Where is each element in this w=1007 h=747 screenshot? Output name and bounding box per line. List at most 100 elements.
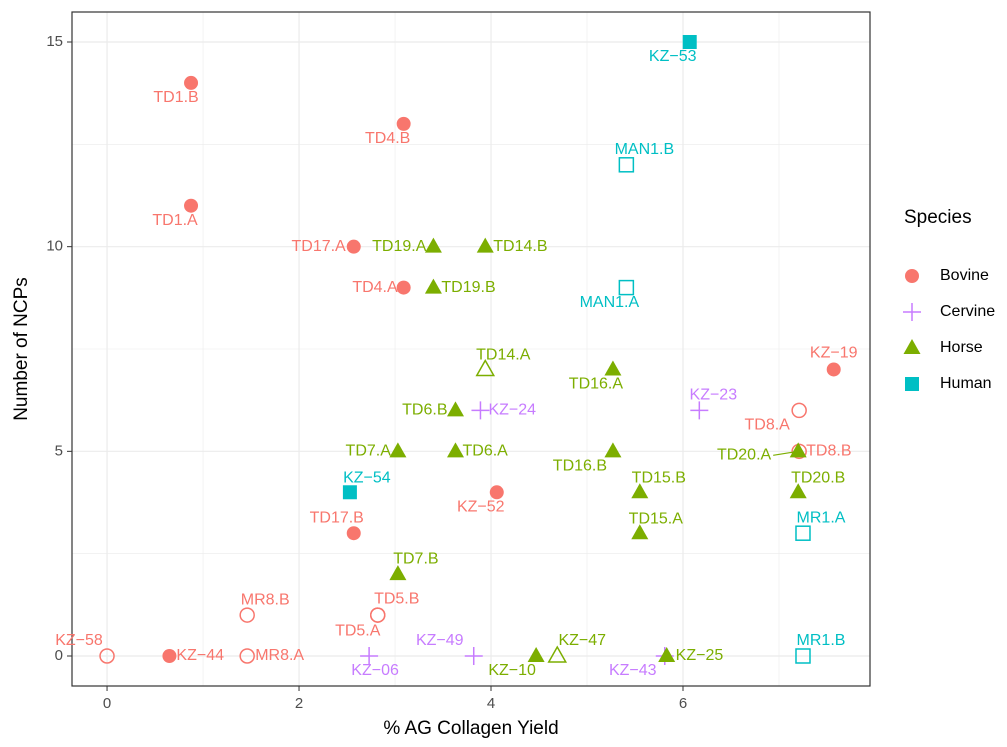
y-tick-label: 5 (55, 442, 63, 459)
point-label: KZ−23 (690, 387, 738, 404)
point-label: KZ−58 (55, 632, 103, 649)
point-label: TD19.A (372, 238, 427, 255)
point-label: MR1.A (797, 509, 846, 526)
point-label: TD7.B (393, 550, 438, 567)
point (489, 485, 504, 500)
point-label: TD7.A (346, 443, 392, 460)
legend-key (903, 339, 921, 354)
y-tick-label: 0 (55, 647, 63, 664)
point (346, 239, 361, 254)
point-label: TD19.B (441, 279, 495, 296)
point-label: KZ−47 (558, 632, 606, 649)
point (795, 648, 811, 664)
point (389, 442, 407, 458)
point-label: TD1.B (153, 89, 198, 106)
point (476, 237, 494, 253)
point-label: KZ−52 (457, 498, 505, 515)
point (360, 646, 379, 665)
point-label: TD15.B (632, 469, 686, 486)
point-label: TD20.B (791, 469, 845, 486)
point (618, 279, 635, 296)
point-label: KZ−43 (609, 662, 657, 679)
point (396, 116, 411, 131)
point-label: TD14.A (476, 347, 531, 364)
point-label: TD4.A (352, 279, 398, 296)
point (464, 646, 483, 665)
point-label: MAN1.B (615, 141, 675, 158)
point (446, 442, 464, 458)
point (604, 442, 622, 458)
point-label: KZ−10 (488, 662, 536, 679)
x-tick-label: 0 (103, 695, 111, 712)
point (690, 401, 709, 420)
y-axis-title: Number of NCPs (11, 277, 32, 421)
point-label: TD20.A (717, 447, 772, 464)
point (99, 648, 115, 664)
legend-key (905, 377, 919, 391)
point-label: TD1.A (152, 212, 198, 229)
point-label: KZ−25 (676, 647, 724, 664)
legend-key (903, 303, 921, 321)
point (795, 525, 811, 541)
point-label: MR8.B (241, 591, 290, 608)
point-label: TD16.A (569, 376, 624, 393)
point-label: TD4.B (365, 130, 410, 147)
point-label: KZ−06 (351, 662, 399, 679)
point-label: TD16.B (553, 458, 607, 475)
point-label: TD14.B (493, 238, 547, 255)
point (389, 565, 407, 581)
panel-border (71, 11, 871, 687)
x-tick-label: 2 (295, 695, 303, 712)
point (446, 401, 464, 417)
point (369, 607, 386, 623)
point-label: MAN1.A (580, 294, 640, 311)
x-tick-label: 6 (679, 695, 687, 712)
point (547, 645, 568, 663)
point-label: KZ−19 (810, 345, 858, 362)
point (424, 237, 442, 253)
point (346, 526, 361, 541)
legend-key (905, 269, 919, 283)
point (184, 198, 199, 213)
point-label: TD5.B (374, 590, 419, 607)
legend-title: Species (904, 207, 972, 228)
y-tick-label: 10 (46, 238, 63, 255)
y-tick-label: 15 (46, 33, 63, 50)
legend-label: Bovine (940, 267, 989, 284)
legend-label: Human (940, 375, 992, 392)
point (618, 157, 635, 173)
point (826, 362, 841, 377)
point-label: KZ−54 (343, 469, 391, 486)
point-label: TD5.A (335, 622, 381, 639)
x-axis-title: % AG Collagen Yield (383, 718, 558, 739)
point (682, 35, 697, 50)
point-label: TD8.A (744, 417, 790, 434)
point-label: TD6.A (462, 443, 508, 460)
point-label: MR8.A (255, 647, 304, 664)
point (631, 483, 649, 499)
point-label: KZ−24 (488, 402, 536, 419)
point (424, 278, 442, 294)
point (658, 646, 676, 662)
point (475, 358, 496, 377)
point (631, 524, 649, 540)
point-label: TD8.B (806, 443, 851, 460)
point-label: KZ−44 (176, 647, 224, 664)
point-label: TD17.B (310, 509, 364, 526)
point (789, 442, 807, 458)
x-tick-label: 4 (487, 695, 495, 712)
point (342, 485, 357, 500)
point-label: TD15.A (629, 510, 684, 527)
point (239, 648, 255, 664)
point (162, 648, 177, 663)
point-label: TD17.A (291, 238, 346, 255)
legend-label: Cervine (940, 303, 995, 320)
point (471, 401, 490, 420)
point (527, 646, 545, 662)
point-label: KZ−53 (649, 48, 697, 65)
point (604, 360, 622, 376)
point-label: MR1.B (797, 632, 846, 649)
grid (72, 12, 870, 686)
point-label: TD6.B (402, 402, 447, 419)
